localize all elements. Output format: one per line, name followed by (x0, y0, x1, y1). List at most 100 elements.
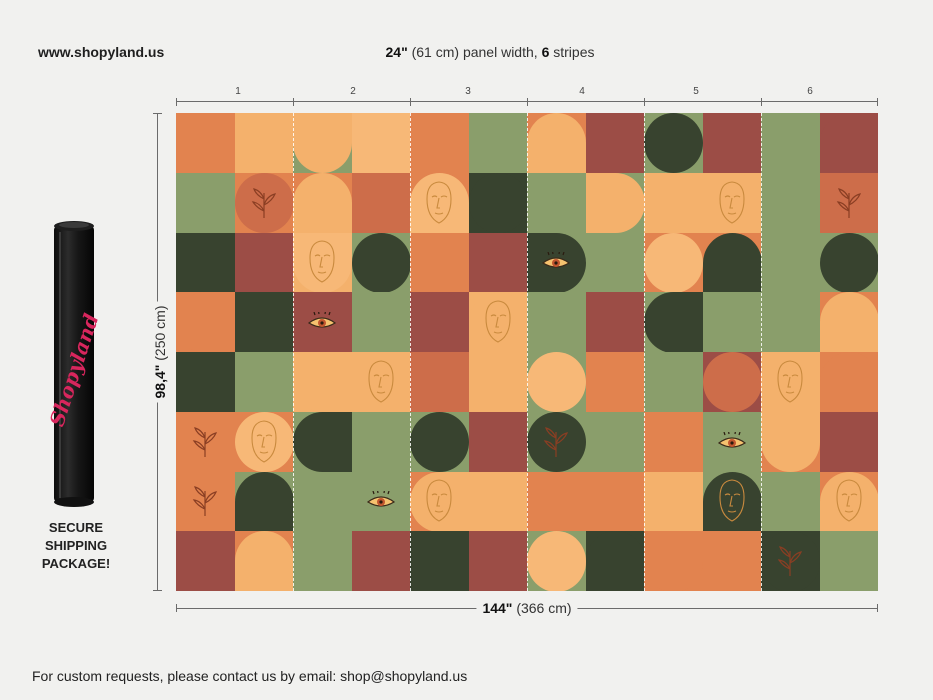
ruler-tick (153, 113, 162, 114)
wallpaper-tile (527, 352, 587, 413)
wallpaper-tile (644, 411, 704, 473)
wallpaper-tile (410, 411, 470, 473)
stripe-number-6: 6 (807, 86, 813, 97)
leaf-motif-icon (776, 545, 804, 582)
tile-shape (644, 531, 704, 591)
tile-shape (819, 113, 878, 174)
leaf-motif-icon (835, 187, 863, 224)
panel-width-info: 24" (61 cm) panel width, 6 stripes (300, 44, 680, 60)
stripes-count: 6 (541, 44, 550, 60)
wallpaper-tile (585, 113, 645, 174)
leaf-motif-icon (191, 426, 219, 463)
wallpaper-tile (644, 471, 704, 532)
wallpaper-tile (351, 531, 411, 591)
stripe-number-2: 2 (350, 86, 356, 97)
wallpaper-tile (527, 172, 587, 234)
tile-shape (468, 411, 528, 473)
ruler-tick (761, 98, 762, 106)
tile-shape (585, 471, 645, 532)
tile-shape (351, 232, 411, 293)
wallpaper-tile (410, 531, 470, 591)
face-lineart-icon (480, 298, 516, 351)
tile-shape (527, 172, 587, 234)
wallpaper-tile (176, 292, 236, 353)
face-lineart-icon (772, 358, 808, 411)
wallpaper-tile (761, 411, 821, 473)
website-url[interactable]: www.shopyland.us (38, 44, 165, 60)
stripe-number-3: 3 (465, 86, 471, 97)
wallpaper-tile (527, 471, 587, 532)
ruler-tick (176, 98, 177, 106)
wallpaper-tile (293, 352, 353, 413)
leaf-motif-icon (191, 485, 219, 522)
tile-shape (819, 352, 878, 413)
shipping-tube: Shopyland (45, 220, 103, 508)
wallpaper-tile (527, 113, 587, 174)
tile-shape (234, 471, 294, 532)
wallpaper-tile (527, 292, 587, 353)
tile-shape (293, 113, 353, 174)
contact-info[interactable]: For custom requests, please contact us b… (32, 668, 468, 684)
wallpaper-tile (293, 531, 353, 591)
ruler-tick (644, 98, 645, 106)
stripe-divider (644, 113, 645, 591)
wallpaper-tile (293, 471, 353, 532)
tile-shape (644, 113, 704, 174)
ruler-tick (153, 590, 162, 591)
tile-shape (702, 352, 762, 413)
tile-shape (761, 113, 821, 174)
eye-motif-icon (541, 251, 571, 277)
tile-shape (410, 113, 470, 174)
top-ruler (176, 98, 878, 110)
tile-shape (176, 172, 236, 234)
wallpaper-tile (585, 352, 645, 413)
tile-shape (585, 352, 645, 413)
secure-shipping-label: SECURE SHIPPING PACKAGE! (30, 519, 122, 573)
tile-shape (585, 411, 645, 473)
ruler-tick (176, 604, 177, 612)
tile-shape (819, 292, 878, 353)
wallpaper-tile (468, 531, 528, 591)
tile-shape (761, 172, 821, 234)
wallpaper-tile (234, 113, 294, 174)
tile-shape (761, 471, 821, 532)
tile-shape (702, 531, 762, 591)
wallpaper-tile (761, 471, 821, 532)
wallpaper-tile (468, 352, 528, 413)
wallpaper-tile (761, 292, 821, 353)
eye-motif-icon (717, 430, 747, 457)
wallpaper-tile (351, 411, 411, 473)
tile-shape (644, 232, 704, 293)
wallpaper-tile (176, 411, 236, 473)
wallpaper-tile (176, 531, 236, 591)
secure-line-2: SHIPPING (44, 538, 108, 553)
wallpaper-tile (410, 352, 470, 413)
tile-shape (527, 352, 587, 413)
eye-motif-icon (307, 311, 337, 337)
wallpaper-tile (468, 232, 528, 293)
tile-shape (410, 292, 470, 353)
tile-shape (585, 232, 645, 293)
tile-shape (585, 113, 645, 174)
wallpaper-tile (410, 172, 470, 234)
wallpaper-tile (819, 172, 878, 234)
width-inch: 144" (482, 600, 513, 616)
panel-width-cm: (61 cm) panel width, (407, 44, 542, 60)
wallpaper-tile (644, 172, 704, 234)
height-inch: 98,4" (152, 364, 168, 399)
wallpaper-tile (819, 411, 878, 473)
tile-shape (761, 232, 821, 293)
tile-shape (702, 113, 762, 174)
tile-shape (351, 411, 411, 473)
wallpaper-tile (293, 172, 353, 234)
stripe-divider (410, 113, 411, 591)
wallpaper-tile (819, 232, 878, 293)
tile-shape (176, 531, 236, 591)
stripe-number-5: 5 (693, 86, 699, 97)
wallpaper-tile (410, 113, 470, 174)
wallpaper-tile (234, 352, 294, 413)
wallpaper-tile (293, 411, 353, 473)
ruler-tick (527, 98, 528, 106)
wallpaper-tile (702, 292, 762, 353)
wallpaper-tile (819, 471, 878, 532)
